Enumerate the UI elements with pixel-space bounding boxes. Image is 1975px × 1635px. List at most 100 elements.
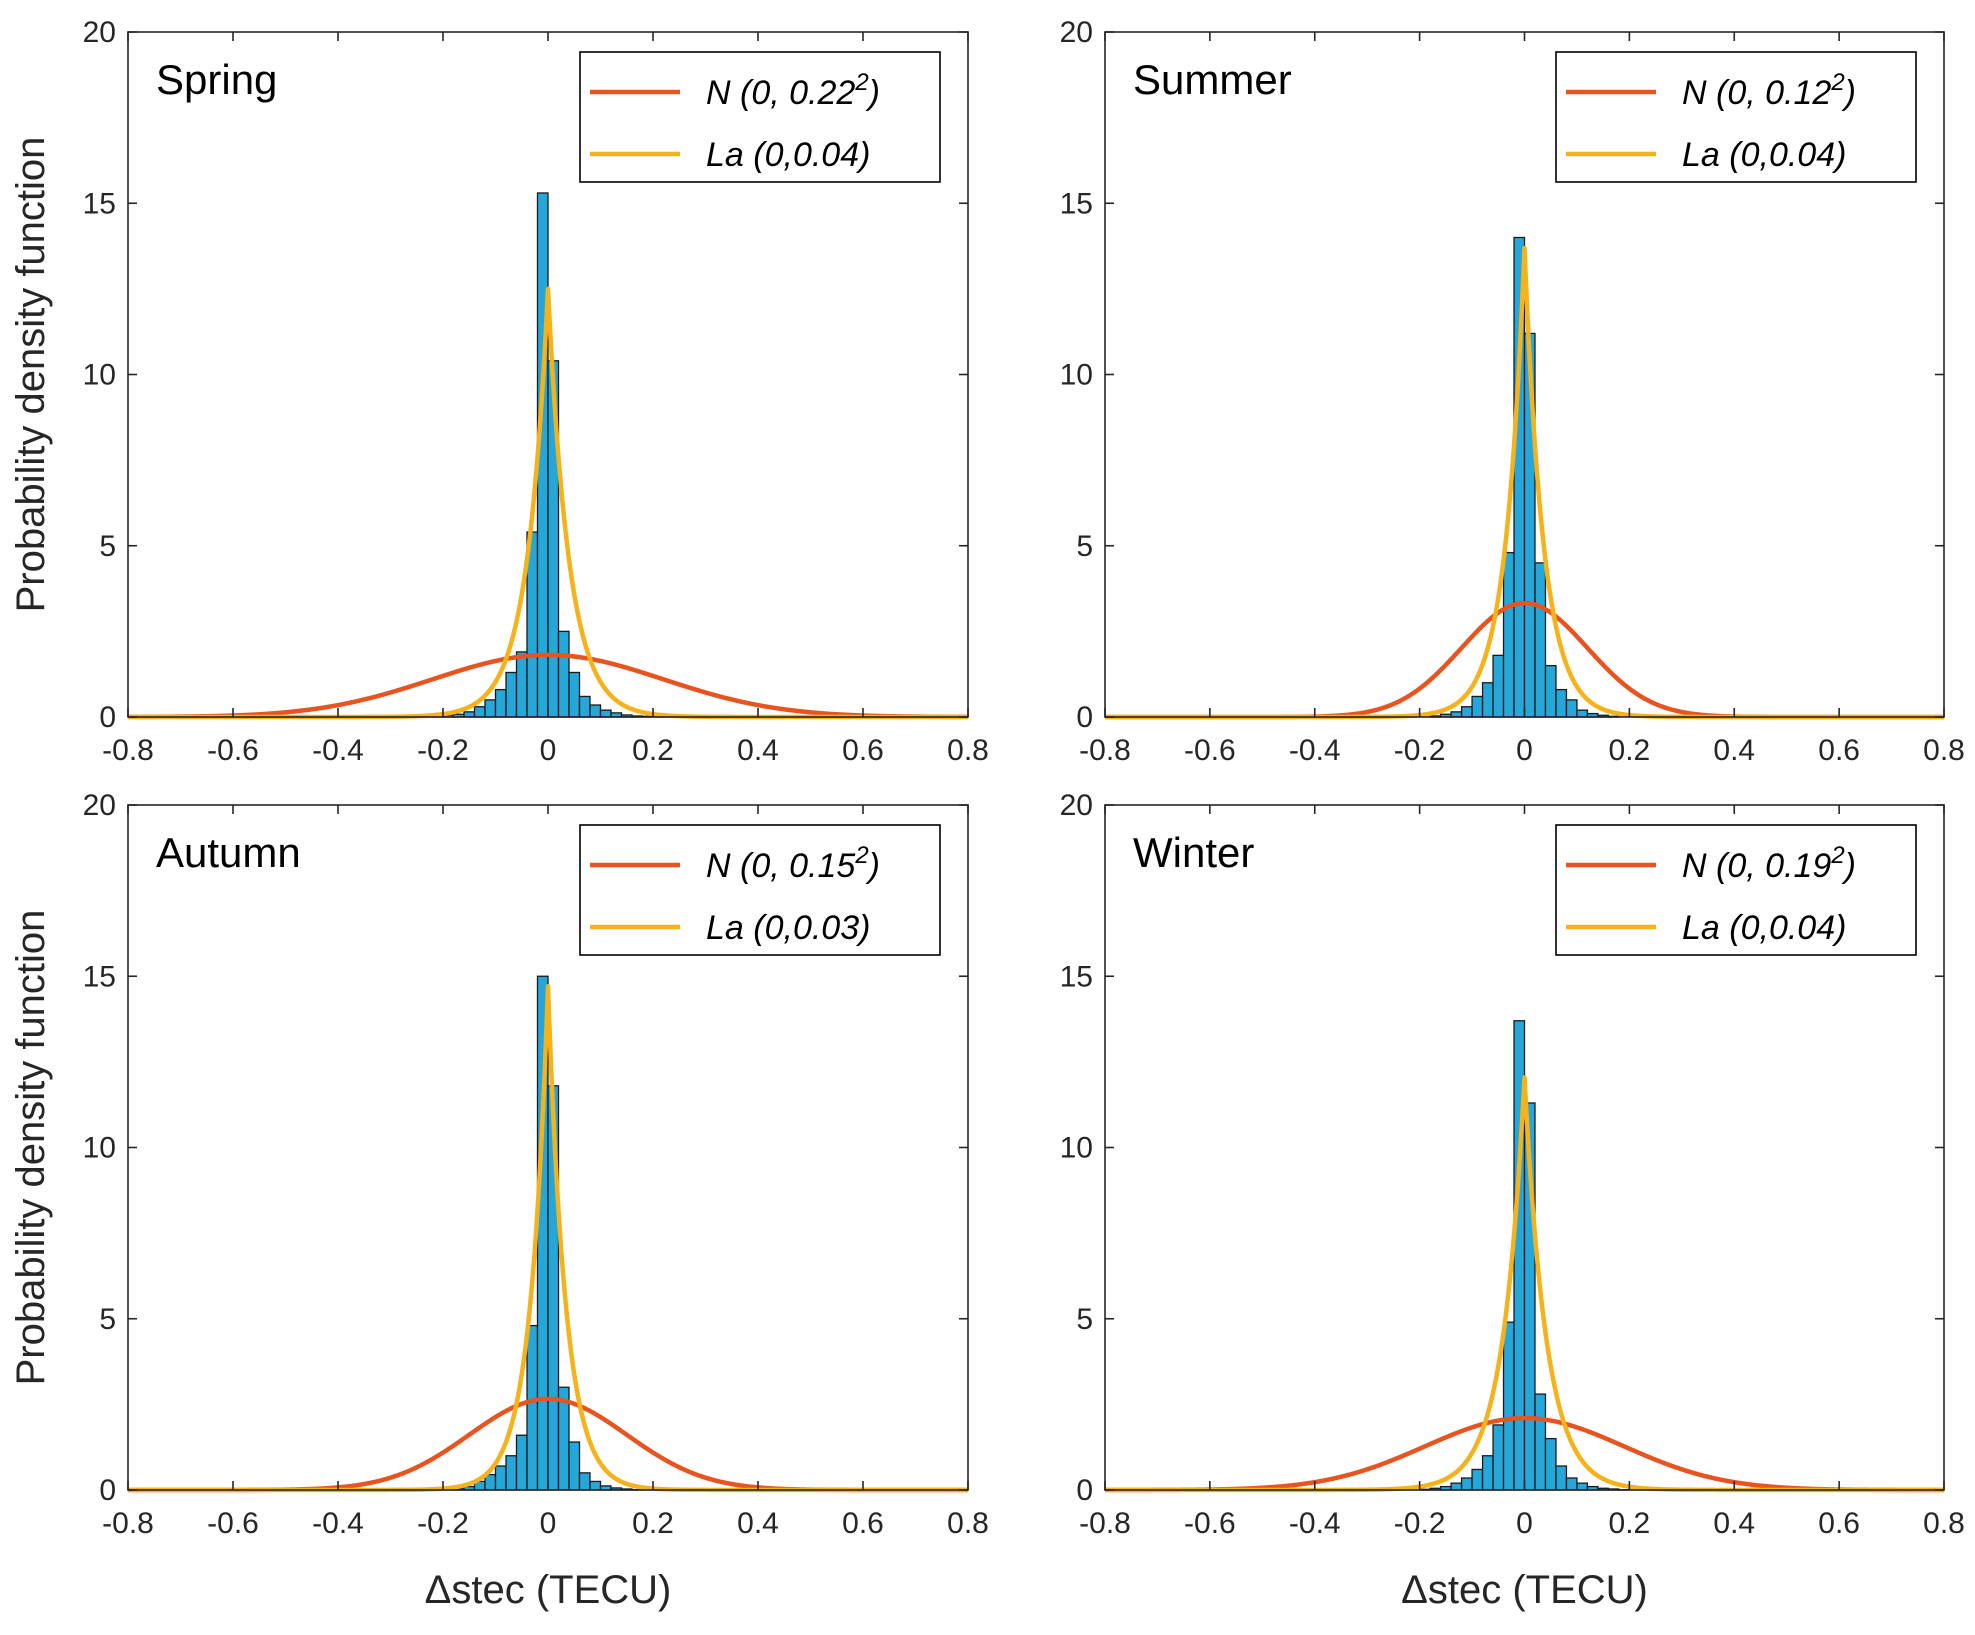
histogram-bar — [1565, 1477, 1578, 1491]
y-tick-label: 10 — [1060, 1132, 1093, 1165]
x-tick-label: -0.8 — [102, 734, 154, 767]
legend: N (0, 0.122) La (0,0.04) — [1555, 51, 1917, 183]
legend-label-normal: N (0, 0.222) — [706, 69, 880, 112]
histogram-bar — [1544, 664, 1557, 718]
y-tick-label: 20 — [83, 16, 116, 49]
x-tick-label: 0.2 — [1609, 734, 1651, 767]
histogram-bar — [1502, 551, 1515, 718]
y-tick-label: 15 — [1060, 187, 1093, 220]
y-axis-label: Probability density function — [9, 137, 53, 613]
histogram-bar — [1481, 682, 1494, 718]
x-tick-label: 0 — [540, 734, 557, 767]
x-tick-label: 0 — [1516, 1507, 1533, 1540]
legend-label-main: La (0,0.04) — [706, 136, 870, 174]
histogram-bar — [526, 1324, 539, 1491]
histogram-bar — [1481, 1455, 1494, 1491]
x-tick-label: -0.4 — [312, 734, 364, 767]
legend-label-laplace: La (0,0.04) — [1682, 909, 1846, 947]
y-tick-label: 5 — [99, 530, 116, 563]
histogram-bar — [1534, 562, 1547, 718]
x-tick-label: -0.2 — [1394, 734, 1446, 767]
histogram-bar — [1576, 709, 1589, 718]
histogram-bar — [1555, 1465, 1568, 1491]
x-tick-label: -0.8 — [102, 1507, 154, 1540]
x-tick-label: 0.8 — [1923, 734, 1965, 767]
legend-box — [1555, 51, 1917, 183]
histogram-bar — [568, 1441, 581, 1491]
histogram-bar — [1492, 1424, 1505, 1491]
panel-title: Summer — [1133, 56, 1292, 103]
x-tick-label: -0.4 — [1289, 1507, 1341, 1540]
histogram-bar — [1471, 1468, 1484, 1491]
x-tick-label: 0.2 — [1609, 1507, 1651, 1540]
panel-title: Spring — [156, 56, 277, 103]
legend-label-main: La (0,0.04) — [1682, 136, 1846, 174]
y-tick-label: 20 — [83, 789, 116, 822]
legend-label-superscript: 2 — [854, 69, 868, 96]
histogram-bar — [1534, 1393, 1547, 1491]
y-tick-label: 0 — [1076, 1474, 1093, 1507]
histogram-bar — [1502, 1321, 1515, 1491]
legend-label-tail: ) — [1841, 74, 1856, 112]
x-tick-label: -0.6 — [1184, 734, 1236, 767]
histogram-bar — [557, 630, 570, 718]
legend-label-normal: N (0, 0.152) — [706, 842, 880, 885]
histogram-bar — [1460, 706, 1473, 718]
y-tick-label: 10 — [83, 359, 116, 392]
x-tick-label: 0.6 — [1818, 1507, 1860, 1540]
histogram-bar — [1555, 688, 1568, 718]
legend-label-main: N (0, 0.15 — [706, 847, 855, 885]
y-tick-label: 15 — [1060, 960, 1093, 993]
panel-title: Winter — [1133, 829, 1254, 876]
y-tick-label: 0 — [1076, 701, 1093, 734]
panel-spring: -0.8 -0.6 -0.4 -0.2 0 0.2 0.4 0.6 0.8 0 5 10 15 20 Spr… — [9, 16, 989, 767]
x-tick-label: 0.4 — [737, 734, 779, 767]
x-tick-label: -0.2 — [1394, 1507, 1446, 1540]
legend: N (0, 0.192) La (0,0.04) — [1555, 824, 1917, 956]
x-axis-label: Δstec (TECU) — [1401, 1568, 1648, 1612]
x-tick-label: 0.2 — [632, 1507, 674, 1540]
histogram-bar — [1544, 1437, 1557, 1491]
panel-title: Autumn — [156, 829, 301, 876]
legend-label-normal: N (0, 0.122) — [1682, 69, 1856, 112]
x-tick-label: 0 — [540, 1507, 557, 1540]
legend: N (0, 0.222) La (0,0.04) — [579, 51, 941, 183]
histogram-bar — [589, 704, 602, 718]
y-tick-label: 5 — [1076, 1303, 1093, 1336]
legend-label-main: La (0,0.03) — [706, 909, 870, 947]
x-tick-label: 0 — [1516, 734, 1533, 767]
x-tick-label: -0.8 — [1079, 734, 1131, 767]
y-tick-label: 20 — [1060, 16, 1093, 49]
x-tick-label: 0.2 — [632, 734, 674, 767]
legend-label-tail: ) — [1841, 847, 1856, 885]
histogram-bar — [599, 709, 612, 718]
y-tick-label: 10 — [83, 1132, 116, 1165]
x-tick-label: 0.8 — [947, 1507, 989, 1540]
x-tick-label: 0.8 — [947, 734, 989, 767]
legend-label-superscript: 2 — [1830, 842, 1844, 869]
y-tick-label: 10 — [1060, 359, 1093, 392]
legend-box — [1555, 824, 1917, 956]
y-tick-label: 15 — [83, 960, 116, 993]
y-tick-label: 5 — [99, 1303, 116, 1336]
legend-box — [579, 824, 941, 956]
histogram-bar — [568, 671, 581, 718]
x-tick-label: 0.8 — [1923, 1507, 1965, 1540]
x-tick-label: 0.6 — [842, 1507, 884, 1540]
histogram-bar — [494, 1465, 507, 1491]
legend-label-main: N (0, 0.12 — [1682, 74, 1831, 112]
legend-label-superscript: 2 — [1830, 69, 1844, 96]
legend-label-normal: N (0, 0.192) — [1682, 842, 1856, 885]
y-tick-label: 5 — [1076, 530, 1093, 563]
histogram-bar — [515, 1434, 528, 1491]
legend-label-tail: ) — [865, 847, 880, 885]
histogram-bar — [578, 1472, 591, 1491]
histogram-bar — [515, 651, 528, 718]
histogram-bar — [484, 699, 497, 718]
histogram-bar — [1492, 654, 1505, 718]
histogram-bar — [473, 706, 486, 718]
legend-label-laplace: La (0,0.03) — [706, 909, 870, 947]
histogram-bar — [484, 1473, 497, 1491]
histogram-bar — [1460, 1477, 1473, 1491]
